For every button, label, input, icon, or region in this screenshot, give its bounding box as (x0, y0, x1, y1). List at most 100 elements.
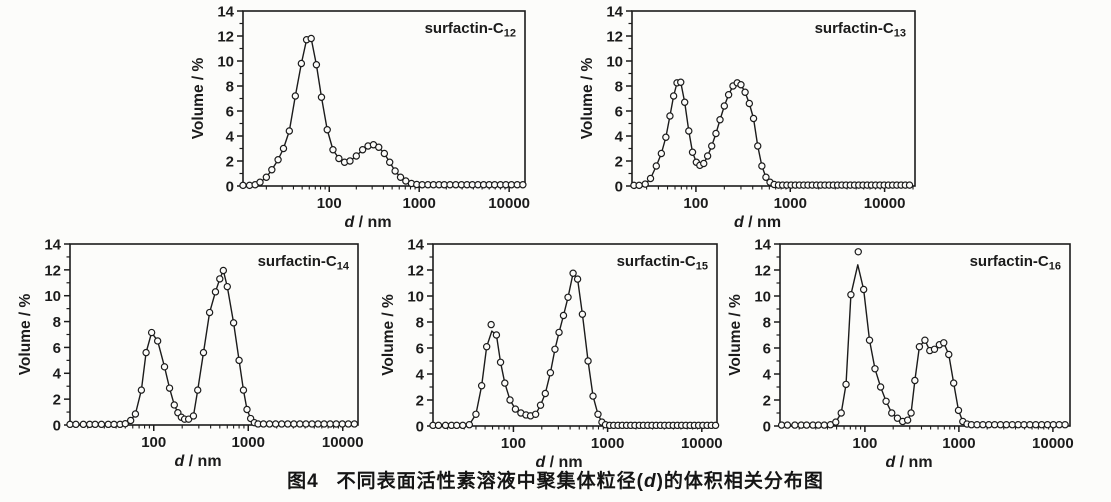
x-axis-tick-label: 1000 (403, 195, 436, 212)
data-point (506, 396, 514, 404)
data-point (711, 421, 720, 430)
data-point (749, 114, 758, 123)
figure-caption: 图4 不同表面活性素溶液中聚集体粒径(d)的体积相关分布图 (0, 466, 1111, 493)
data-point (996, 420, 1005, 429)
data-point (307, 34, 315, 43)
x-axis-tick-label: 10000 (1032, 435, 1074, 452)
y-axis-tick-label: 12 (754, 262, 771, 279)
data-point (453, 421, 461, 430)
data-point (391, 167, 399, 175)
data-point (954, 406, 963, 415)
data-point (832, 418, 840, 426)
data-point (265, 420, 274, 428)
data-point (477, 381, 486, 390)
data-point (578, 310, 587, 318)
data-point (332, 420, 340, 428)
chart-surfactin-c16: 0 2 4 6 8 10 12 14 100 1000 10000 Volume / % d / nm s… (722, 234, 1086, 472)
data-point (911, 376, 919, 385)
y-axis-tick-label: 2 (226, 153, 234, 170)
data-point (837, 409, 845, 417)
data-point (284, 420, 292, 428)
data-point (708, 142, 716, 150)
data-point (465, 420, 474, 429)
x-axis-title: d / nm (174, 453, 221, 470)
data-point (847, 291, 855, 299)
data-point (380, 149, 389, 158)
data-point (949, 379, 958, 387)
series-label: surfactin-C16 (970, 253, 1061, 273)
y-axis-tick-label: 4 (53, 366, 62, 383)
data-point (482, 342, 491, 351)
data-point (893, 414, 902, 422)
data-point (712, 129, 720, 138)
data-point (326, 420, 334, 428)
y-axis-title: Volume / % (579, 58, 596, 140)
data-point (153, 337, 162, 345)
y-axis-tick-label: 0 (53, 417, 61, 434)
x-axis-tick-label: 100 (852, 435, 877, 452)
data-point (641, 180, 649, 188)
chart-surfactin-c15: 0 2 4 6 8 10 12 14 100 1000 10000 Volume / % d / nm s… (375, 234, 733, 472)
data-point (716, 116, 724, 124)
data-point (229, 319, 238, 327)
data-point (302, 420, 310, 428)
chart-canvas: 0 2 4 6 8 10 12 14 100 1000 10000 Volume / % d / nm s… (727, 236, 1074, 471)
data-point (335, 154, 343, 163)
data-point (211, 288, 220, 296)
data-point (945, 350, 953, 359)
data-point (441, 421, 450, 430)
data-point (802, 421, 811, 429)
data-point (79, 420, 88, 429)
data-point (531, 410, 540, 418)
x-axis-tick-label: 100 (683, 195, 708, 212)
series-label: surfactin-C14 (258, 253, 350, 273)
y-axis-tick-label: 0 (226, 178, 234, 195)
data-point (741, 88, 749, 96)
y-axis-tick-label: 8 (416, 314, 424, 331)
plot-frame (69, 243, 359, 426)
x-axis-tick-label: 1000 (774, 195, 807, 212)
data-point (501, 379, 509, 387)
data-point (194, 386, 202, 394)
data-point (147, 328, 156, 337)
data-point (820, 421, 829, 429)
x-axis-title: d / nm (885, 454, 932, 471)
data-point (680, 98, 689, 106)
y-axis-tick-label: 10 (44, 288, 61, 305)
y-axis-tick-label: 0 (615, 178, 623, 195)
data-point (724, 91, 733, 99)
y-axis-tick-label: 14 (407, 236, 424, 253)
data-point (97, 420, 106, 429)
x-axis-title: d / nm (734, 214, 781, 231)
y-axis-tick-label: 4 (416, 366, 425, 383)
series-line (433, 272, 716, 427)
data-point (541, 389, 549, 398)
data-point (940, 339, 948, 347)
data-point (137, 386, 146, 394)
y-axis-tick-label: 6 (416, 340, 424, 357)
y-axis-tick-label: 0 (416, 418, 424, 435)
data-point (121, 420, 129, 428)
y-axis-tick-label: 6 (615, 103, 623, 120)
data-point (669, 92, 678, 100)
data-point (223, 282, 231, 291)
x-axis-tick-label: 100 (317, 195, 342, 212)
data-point (291, 92, 300, 100)
y-axis-tick-label: 10 (407, 288, 424, 305)
data-point (758, 162, 766, 170)
data-point (323, 126, 331, 134)
data-point (472, 410, 480, 418)
data-point (859, 285, 868, 294)
data-point (189, 412, 198, 420)
data-point (703, 152, 712, 160)
data-point (268, 166, 276, 174)
data-point (142, 348, 150, 357)
y-axis-tick-label: 6 (763, 340, 771, 357)
data-point (308, 420, 316, 428)
data-point (635, 181, 643, 190)
data-point (346, 157, 354, 165)
chart-canvas: 0 2 4 6 8 10 12 14 100 1000 10000 Volume / % d / nm s… (579, 3, 916, 231)
x-axis-title: d / nm (535, 454, 582, 471)
data-point (320, 420, 328, 428)
data-point (385, 158, 394, 166)
